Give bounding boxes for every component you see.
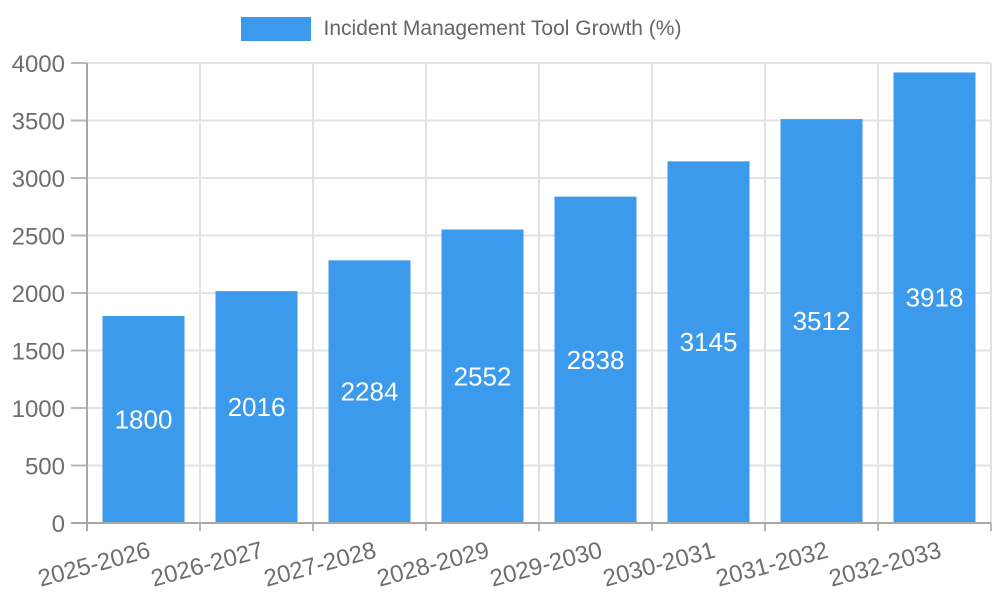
bar[interactable]: [215, 291, 298, 523]
bar-value-label: 2838: [567, 345, 625, 375]
bar-value-label: 1800: [115, 405, 173, 435]
chart-legend: Incident Management Tool Growth (%): [0, 0, 1000, 41]
bar[interactable]: [102, 316, 185, 523]
x-tick-label: 2025-2026: [35, 537, 153, 593]
bar[interactable]: [328, 260, 411, 523]
y-tick-label: 3000: [12, 166, 65, 193]
bar[interactable]: [893, 72, 976, 524]
legend-item[interactable]: Incident Management Tool Growth (%): [240, 17, 682, 41]
x-tick-label: 2027-2028: [261, 537, 379, 593]
x-tick-label: 2029-2030: [487, 537, 605, 593]
bar-value-label: 2552: [454, 361, 512, 391]
bar-value-label: 3512: [793, 306, 851, 336]
y-tick-label: 1500: [12, 339, 65, 366]
legend-swatch[interactable]: [240, 17, 311, 41]
bar[interactable]: [441, 229, 524, 523]
y-tick-label: 4000: [12, 51, 65, 78]
x-tick-label: 2031-2032: [713, 537, 831, 593]
bar-value-label: 2016: [228, 392, 286, 422]
bar[interactable]: [667, 161, 750, 523]
x-tick-label: 2028-2029: [374, 537, 492, 593]
bar-value-label: 2284: [341, 377, 399, 407]
y-tick-label: 2000: [12, 281, 65, 308]
x-tick-label: 2030-2031: [600, 537, 718, 593]
y-tick-label: 3500: [12, 109, 65, 136]
y-tick-label: 500: [25, 454, 65, 481]
y-tick-label: 1000: [12, 396, 65, 423]
y-tick-label: 0: [52, 511, 65, 538]
legend-label[interactable]: Incident Management Tool Growth (%): [323, 17, 682, 40]
x-tick-label: 2032-2033: [826, 537, 944, 593]
bar-value-label: 3145: [680, 327, 738, 357]
bar[interactable]: [554, 196, 637, 523]
bar[interactable]: [780, 119, 863, 524]
bar-value-label: 3918: [906, 283, 964, 313]
x-tick-label: 2026-2027: [148, 537, 266, 593]
y-tick-label: 2500: [12, 224, 65, 251]
